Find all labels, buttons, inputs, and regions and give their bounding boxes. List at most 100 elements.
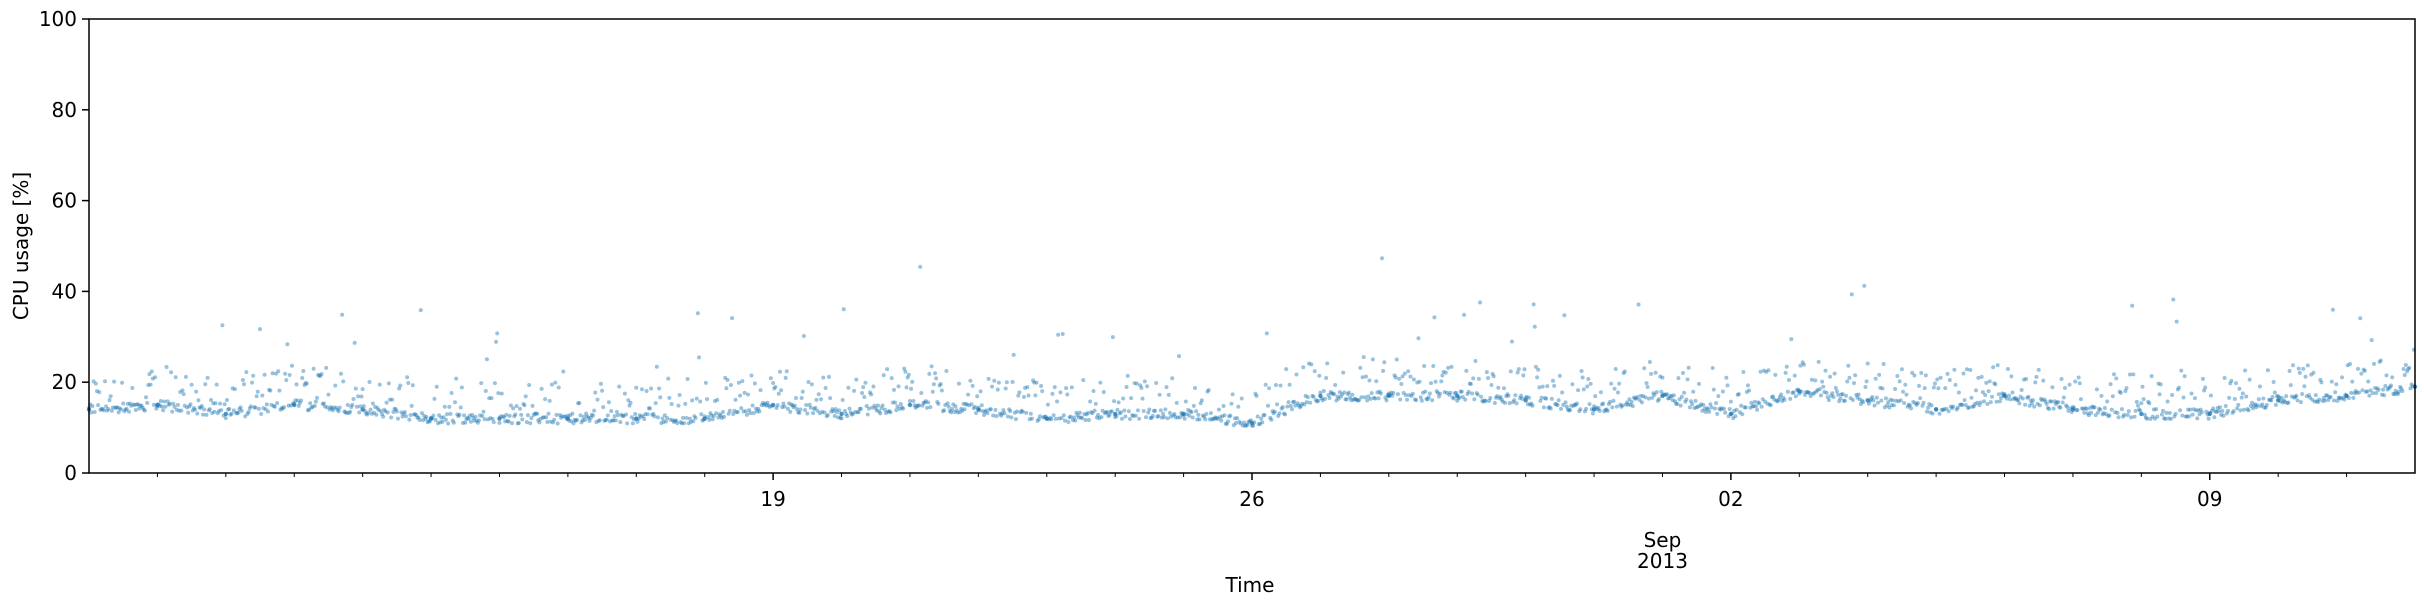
data-point: [1150, 414, 1155, 419]
data-point: [2052, 399, 2057, 404]
data-point: [2259, 404, 2264, 409]
data-point: [1259, 416, 1264, 421]
data-point: [903, 369, 908, 374]
data-point: [799, 396, 804, 401]
data-point: [813, 405, 818, 410]
data-point: [1936, 386, 1941, 391]
data-point: [1088, 399, 1093, 404]
data-point: [2139, 401, 2144, 406]
data-point: [549, 382, 554, 387]
data-point: [1045, 402, 1050, 407]
data-point: [1089, 410, 1094, 415]
data-point: [398, 383, 403, 388]
data-point: [888, 410, 893, 415]
data-point: [756, 406, 761, 411]
data-point: [1621, 371, 1626, 376]
data-point: [1495, 394, 1500, 399]
data-point: [893, 400, 898, 405]
data-point: [496, 391, 501, 396]
data-point: [2313, 393, 2318, 398]
data-point: [2319, 380, 2324, 385]
data-point: [703, 380, 708, 385]
data-point: [1545, 384, 1550, 389]
data-point: [1275, 402, 1280, 407]
data-point: [2220, 408, 2225, 413]
data-point: [1992, 381, 1997, 386]
data-point: [255, 389, 260, 394]
data-point: [167, 401, 172, 406]
data-point: [1104, 410, 1109, 415]
data-point: [819, 397, 824, 402]
data-point: [1894, 398, 1899, 403]
data-point: [595, 397, 600, 402]
data-point: [2149, 374, 2154, 379]
data-point: [1612, 386, 1617, 391]
data-point: [1999, 395, 2004, 400]
data-point: [976, 407, 981, 412]
data-point: [1341, 370, 1346, 375]
data-point: [1725, 383, 1730, 388]
data-point: [1094, 415, 1099, 420]
data-point: [1817, 387, 1822, 392]
data-point: [1832, 371, 1837, 376]
data-point: [1294, 372, 1299, 377]
data-point: [1402, 371, 1407, 376]
data-point: [2328, 395, 2333, 400]
data-point: [684, 416, 689, 421]
data-point: [2170, 392, 2175, 397]
data-point: [222, 402, 227, 407]
data-point: [971, 406, 976, 411]
data-point: [1041, 415, 1046, 420]
data-point: [1993, 382, 1998, 387]
data-point: [1660, 393, 1665, 399]
data-point: [2089, 410, 2094, 415]
data-point: [1860, 398, 1865, 403]
data-point: [2173, 411, 2178, 416]
data-point: [272, 404, 277, 409]
data-point: [716, 415, 721, 420]
data-point: [1432, 315, 1437, 320]
x-year-label: 2013: [1637, 549, 1688, 573]
data-point: [1523, 395, 1528, 400]
data-point: [742, 390, 747, 395]
data-point: [2252, 403, 2257, 408]
data-point: [650, 412, 655, 417]
data-point: [1317, 373, 1322, 378]
data-point: [123, 407, 128, 412]
data-point: [326, 392, 331, 397]
data-point: [1487, 398, 1492, 403]
data-point: [435, 421, 440, 426]
data-point: [963, 401, 968, 406]
data-point: [2013, 396, 2018, 401]
data-point: [2227, 395, 2232, 400]
data-point: [670, 418, 675, 423]
data-point: [2369, 338, 2374, 343]
data-point: [1311, 394, 1316, 399]
data-point: [438, 420, 443, 425]
data-point: [1890, 398, 1895, 403]
data-point: [853, 410, 858, 415]
data-point: [1359, 395, 1364, 400]
data-point: [1034, 380, 1039, 385]
data-point: [1065, 392, 1070, 397]
data-point: [768, 376, 773, 381]
data-point: [2033, 380, 2038, 385]
data-point: [1761, 368, 1766, 373]
data-point: [1293, 403, 1298, 408]
data-point: [667, 395, 672, 400]
data-point: [2272, 390, 2277, 395]
data-point: [1488, 396, 1493, 401]
data-point: [1952, 367, 1957, 372]
data-point: [803, 408, 808, 413]
data-point: [2115, 410, 2120, 415]
data-point: [1348, 395, 1353, 400]
data-point: [1427, 391, 1432, 396]
data-point: [1845, 379, 1850, 384]
data-point: [148, 382, 153, 387]
data-point: [253, 405, 258, 410]
data-point: [1191, 403, 1196, 408]
data-point: [734, 410, 739, 415]
data-point: [1747, 388, 1752, 393]
data-point: [1326, 393, 1331, 398]
data-point: [2395, 391, 2400, 396]
